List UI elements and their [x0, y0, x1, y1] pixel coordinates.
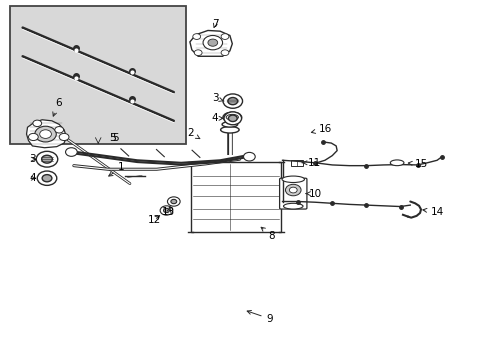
Circle shape	[289, 187, 297, 193]
Circle shape	[59, 134, 69, 140]
Text: 5: 5	[109, 133, 116, 143]
Ellipse shape	[283, 203, 303, 209]
Circle shape	[28, 134, 38, 140]
Text: 3: 3	[211, 93, 224, 103]
Circle shape	[163, 208, 169, 213]
Circle shape	[221, 50, 228, 55]
Circle shape	[227, 98, 237, 105]
Circle shape	[207, 39, 217, 46]
Ellipse shape	[223, 112, 241, 122]
Text: 3: 3	[29, 154, 36, 164]
Text: 13: 13	[162, 207, 175, 217]
FancyBboxPatch shape	[290, 159, 302, 166]
Circle shape	[192, 34, 200, 40]
Polygon shape	[189, 31, 232, 56]
Ellipse shape	[282, 176, 304, 183]
Circle shape	[37, 171, 57, 185]
Circle shape	[36, 151, 58, 167]
Text: 11: 11	[302, 158, 320, 168]
Circle shape	[223, 94, 242, 108]
Text: 14: 14	[422, 207, 443, 217]
Text: 2: 2	[187, 129, 200, 139]
Circle shape	[160, 206, 172, 215]
Circle shape	[221, 34, 228, 40]
Circle shape	[203, 36, 222, 50]
Circle shape	[224, 112, 241, 125]
Circle shape	[194, 50, 202, 55]
Text: 10: 10	[305, 189, 322, 199]
Ellipse shape	[389, 160, 403, 166]
FancyBboxPatch shape	[279, 178, 306, 209]
Circle shape	[55, 127, 63, 133]
Text: 15: 15	[407, 159, 427, 169]
Circle shape	[167, 197, 180, 206]
Text: 9: 9	[246, 310, 273, 324]
Circle shape	[40, 130, 51, 138]
Circle shape	[170, 199, 176, 204]
Text: 7: 7	[211, 19, 218, 29]
Ellipse shape	[222, 122, 237, 127]
FancyBboxPatch shape	[10, 6, 185, 144]
Text: 4: 4	[211, 113, 223, 123]
Polygon shape	[26, 120, 66, 148]
Text: 4: 4	[29, 173, 36, 183]
Text: 1: 1	[108, 162, 124, 176]
Text: 5: 5	[112, 133, 119, 143]
Text: 8: 8	[261, 227, 274, 240]
Text: 12: 12	[147, 215, 161, 225]
Circle shape	[41, 155, 52, 163]
Ellipse shape	[220, 127, 239, 133]
Circle shape	[285, 184, 301, 196]
Text: 16: 16	[311, 124, 331, 134]
Circle shape	[228, 115, 237, 122]
Circle shape	[35, 126, 56, 142]
FancyBboxPatch shape	[190, 162, 281, 232]
Circle shape	[243, 152, 255, 161]
Circle shape	[65, 148, 77, 156]
Text: 6: 6	[53, 98, 61, 116]
Circle shape	[42, 175, 52, 182]
Circle shape	[33, 120, 41, 127]
